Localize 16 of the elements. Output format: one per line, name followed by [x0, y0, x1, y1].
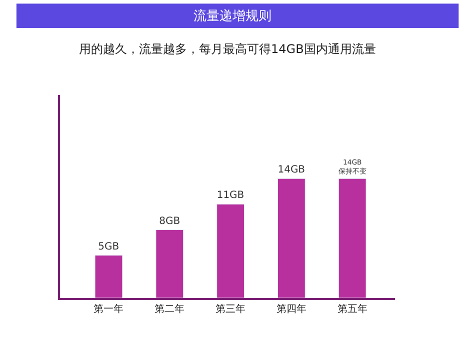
data-label: 11GB: [216, 190, 244, 202]
data-label: 8GB: [159, 216, 180, 227]
bar: [278, 178, 306, 298]
data-label: 5GB: [98, 241, 120, 252]
bar: [216, 204, 244, 298]
x-tick-label: 第三年: [216, 303, 246, 315]
bar: [338, 178, 366, 298]
bar: [94, 255, 123, 298]
x-tick-label: 第一年: [94, 303, 124, 315]
x-tick-label: 第五年: [337, 303, 368, 315]
x-tick-label: 第二年: [154, 303, 185, 315]
data-label: 14GB: [278, 164, 306, 176]
chart-subtitle: 用的越久，流量越多，每月最高可得14GB国内通用流量: [79, 42, 376, 56]
x-tick-label: 第四年: [276, 303, 306, 315]
bar: [156, 230, 184, 298]
chart-title: 流量递增规则: [194, 8, 272, 24]
